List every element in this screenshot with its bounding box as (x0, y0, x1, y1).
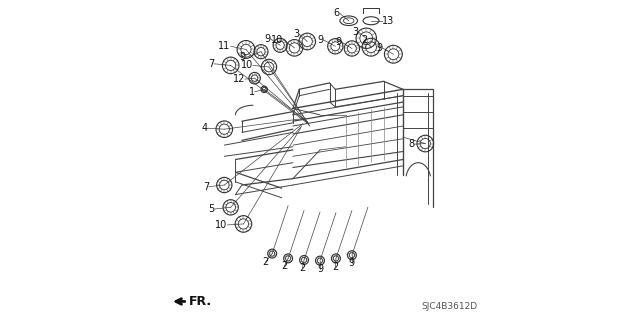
Text: 9: 9 (317, 264, 323, 274)
Text: 3: 3 (293, 29, 300, 39)
Text: 2: 2 (262, 256, 269, 267)
Text: 5: 5 (209, 204, 215, 214)
Text: 10: 10 (215, 220, 227, 230)
Text: 1: 1 (248, 87, 255, 97)
Text: FR.: FR. (189, 295, 212, 308)
Text: 9: 9 (376, 43, 382, 53)
Text: 3: 3 (352, 27, 358, 37)
Text: SJC4B3612D: SJC4B3612D (422, 302, 478, 311)
Text: 10: 10 (241, 60, 253, 70)
Text: 8: 8 (408, 139, 414, 149)
Text: 9: 9 (264, 34, 271, 44)
Text: 7: 7 (208, 59, 214, 69)
Text: 10: 10 (271, 35, 284, 45)
Text: 4: 4 (202, 123, 208, 133)
Text: 6: 6 (333, 8, 340, 19)
Text: 11: 11 (218, 41, 230, 51)
Text: 12: 12 (233, 74, 245, 84)
Text: 2: 2 (361, 35, 367, 45)
Text: 9: 9 (349, 258, 355, 269)
Text: 13: 13 (382, 16, 394, 26)
Text: 9: 9 (317, 35, 323, 45)
Text: 9: 9 (335, 37, 342, 47)
Text: 2: 2 (281, 261, 287, 271)
Text: 7: 7 (203, 182, 209, 192)
Text: 2: 2 (300, 263, 305, 273)
Text: 2: 2 (332, 262, 339, 272)
Text: 9: 9 (240, 52, 246, 63)
